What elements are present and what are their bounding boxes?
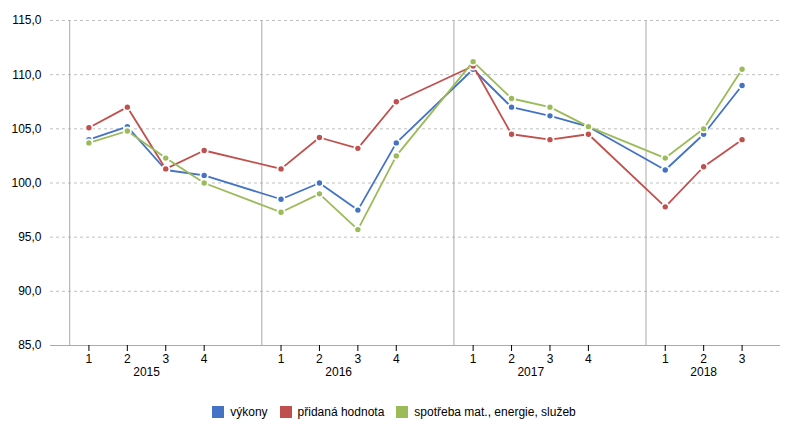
- svg-text:4: 4: [201, 352, 208, 366]
- html-text:spotřeba mat., energie, služeb: spotřeba mat., energie, služeb: [414, 404, 576, 419]
- svg-text:2018: 2018: [690, 365, 717, 379]
- html-text:přidaná hodnota: přidaná hodnota: [297, 404, 385, 419]
- html-text:výkony: výkony: [230, 404, 268, 419]
- svg-text:2: 2: [508, 352, 515, 366]
- svg-text:4: 4: [585, 352, 592, 366]
- svg-text:3: 3: [162, 352, 169, 366]
- svg-text:110,0: 110,0: [12, 68, 41, 82]
- svg-text:2: 2: [316, 352, 323, 366]
- svg-text:2015: 2015: [133, 365, 160, 379]
- svg-text:3: 3: [355, 352, 362, 366]
- svg-text:105,0: 105,0: [11, 122, 41, 136]
- svg-text:1: 1: [470, 352, 477, 366]
- svg-text:2: 2: [700, 352, 707, 366]
- svg-text:1: 1: [86, 352, 93, 366]
- svg-text:85,0: 85,0: [18, 338, 42, 352]
- svg-text:2016: 2016: [325, 365, 352, 379]
- svg-text:4: 4: [393, 352, 400, 366]
- svg-text:2017: 2017: [517, 365, 544, 379]
- svg-text:1: 1: [278, 352, 285, 366]
- svg-text:3: 3: [739, 352, 746, 366]
- svg-text:90,0: 90,0: [18, 284, 42, 298]
- svg-text:100,0: 100,0: [11, 176, 41, 190]
- svg-text:115,0: 115,0: [12, 13, 41, 27]
- svg-text:95,0: 95,0: [18, 230, 42, 244]
- svg-text:2: 2: [124, 352, 131, 366]
- svg-text:1: 1: [662, 352, 669, 366]
- svg-text:3: 3: [547, 352, 554, 366]
